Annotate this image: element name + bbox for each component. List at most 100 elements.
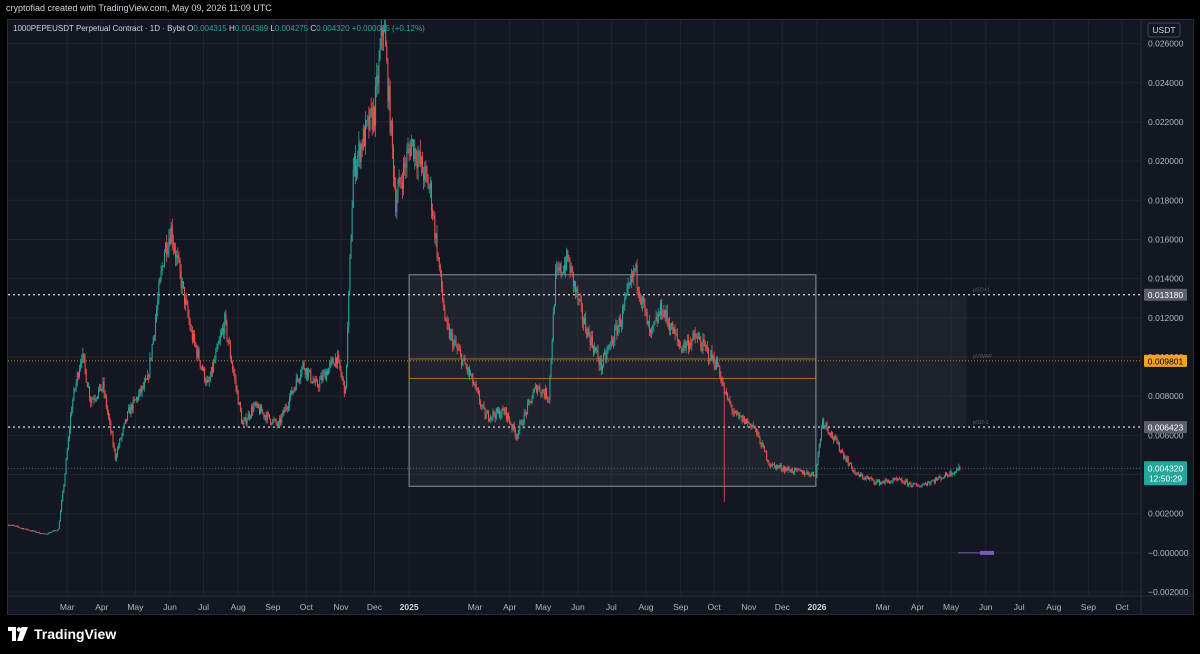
candle-body bbox=[323, 371, 325, 374]
candle-body bbox=[444, 310, 446, 319]
candle-body bbox=[400, 182, 402, 184]
candle-body bbox=[187, 304, 189, 316]
candle-body bbox=[471, 373, 473, 375]
candle-body bbox=[565, 264, 567, 270]
candle-body bbox=[942, 477, 944, 479]
y-tick-label: 0.014000 bbox=[1148, 274, 1184, 284]
candle-body bbox=[133, 399, 135, 401]
x-tick-label: Apr bbox=[911, 602, 924, 612]
candle-body bbox=[589, 334, 591, 346]
candle-body bbox=[286, 408, 288, 410]
candle-body bbox=[779, 465, 781, 467]
candle-body bbox=[128, 407, 130, 412]
x-tick-label: Aug bbox=[638, 602, 653, 612]
x-tick-label: May bbox=[127, 602, 144, 612]
candle-body bbox=[232, 363, 234, 369]
candle-body bbox=[395, 186, 397, 212]
attribution-text: cryptofiad created with TradingView.com,… bbox=[6, 3, 272, 13]
candle-body bbox=[740, 415, 742, 417]
candle-body bbox=[296, 377, 298, 380]
candle-body bbox=[191, 330, 193, 341]
candle-body bbox=[490, 416, 492, 420]
candle-body bbox=[66, 449, 68, 460]
candle-body bbox=[943, 477, 945, 478]
candle-body bbox=[509, 419, 511, 424]
candle-body bbox=[347, 326, 349, 365]
candle-body bbox=[306, 368, 308, 378]
candle-body bbox=[733, 412, 735, 414]
candle-body bbox=[715, 359, 717, 369]
candle-body bbox=[84, 358, 86, 370]
y-tick-label: 0.012000 bbox=[1148, 313, 1184, 323]
candle-body bbox=[334, 357, 336, 367]
candle-body bbox=[171, 226, 173, 243]
candle-body bbox=[351, 207, 353, 241]
candle-body bbox=[317, 381, 319, 387]
candle-body bbox=[142, 386, 144, 388]
candle-body bbox=[65, 459, 67, 474]
candle-body bbox=[591, 336, 593, 347]
candle-body bbox=[528, 400, 530, 404]
candle-body bbox=[452, 334, 454, 348]
candle-body bbox=[266, 412, 268, 421]
candle-body bbox=[833, 437, 835, 441]
y-tick-label: 0.022000 bbox=[1148, 117, 1184, 127]
candle-body bbox=[222, 328, 224, 332]
candle-body bbox=[538, 386, 540, 389]
candle-body bbox=[312, 380, 314, 383]
price-chart[interactable]: 0.026000 0.024000 0.022000 0.020000 0.018000… bbox=[8, 20, 1194, 615]
candle-body bbox=[845, 457, 847, 462]
candle-body bbox=[696, 337, 698, 339]
candle-body bbox=[381, 29, 383, 37]
candle-body bbox=[432, 209, 434, 216]
candles bbox=[8, 20, 961, 535]
candle-body bbox=[654, 320, 656, 325]
candle-body bbox=[684, 341, 686, 348]
candle-body bbox=[467, 368, 469, 372]
candle-body bbox=[890, 481, 892, 484]
candle-body bbox=[314, 379, 316, 383]
candle-body bbox=[732, 410, 734, 413]
candle-body bbox=[308, 371, 310, 378]
candle-body bbox=[886, 479, 888, 481]
y-tick-label: 0.018000 bbox=[1148, 195, 1184, 205]
candle-body bbox=[844, 457, 846, 459]
candle-body bbox=[910, 482, 912, 486]
candle-body bbox=[691, 339, 693, 346]
tradingview-logo[interactable]: TradingView bbox=[8, 626, 116, 642]
candle-body bbox=[519, 423, 521, 431]
candle-body bbox=[713, 356, 715, 366]
candle-body bbox=[217, 344, 219, 346]
candle-body bbox=[518, 430, 520, 437]
candle-body bbox=[54, 530, 56, 532]
candle-body bbox=[765, 451, 767, 453]
candle-body bbox=[291, 390, 293, 395]
candle-body bbox=[532, 392, 534, 399]
candle-body bbox=[177, 254, 179, 258]
candle-body bbox=[604, 352, 606, 355]
chart-frame[interactable]: 0.026000 0.024000 0.022000 0.020000 0.018000… bbox=[7, 19, 1194, 615]
candle-body bbox=[82, 353, 84, 360]
candle-body bbox=[893, 478, 895, 480]
candle-body bbox=[52, 531, 54, 533]
candle-body bbox=[938, 476, 940, 479]
candle-body bbox=[705, 346, 707, 348]
candle-body bbox=[616, 325, 618, 336]
candle-body bbox=[389, 86, 391, 133]
candle-body bbox=[786, 468, 788, 471]
y-tick-label: 0.026000 bbox=[1148, 39, 1184, 49]
candle-body bbox=[315, 379, 317, 382]
candle-body bbox=[194, 333, 196, 343]
candle-body bbox=[625, 294, 627, 300]
candle-body bbox=[746, 418, 748, 424]
candle-body bbox=[863, 478, 865, 479]
candle-body bbox=[138, 393, 140, 400]
candle-body bbox=[562, 272, 564, 274]
candle-body bbox=[704, 342, 706, 347]
candle-body bbox=[598, 359, 600, 366]
candle-body bbox=[150, 357, 152, 359]
candle-body bbox=[727, 392, 729, 400]
candle-body bbox=[915, 483, 917, 486]
x-tick-label: Dec bbox=[367, 602, 383, 612]
candle-body bbox=[28, 529, 30, 531]
